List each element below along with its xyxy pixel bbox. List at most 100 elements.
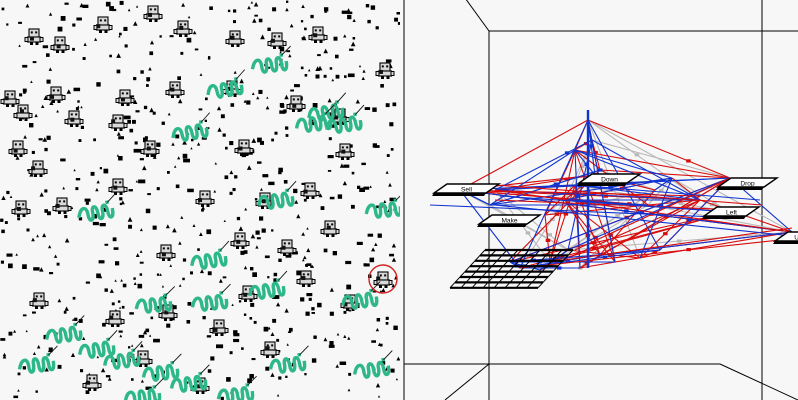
relation-graph-canvas[interactable]: Sell Make Down Drop Left Up bbox=[400, 0, 798, 400]
sprite-head bbox=[50, 86, 62, 96]
particle bbox=[48, 347, 53, 352]
glyph-body bbox=[268, 355, 307, 374]
agent-sprite[interactable] bbox=[209, 319, 229, 336]
agent-sprite[interactable] bbox=[195, 190, 215, 207]
particle bbox=[361, 76, 365, 80]
node-plane[interactable]: Drop bbox=[715, 177, 780, 190]
agent-sprite[interactable] bbox=[0, 90, 20, 107]
sprite-body bbox=[375, 279, 391, 286]
sprite-eye bbox=[119, 181, 122, 184]
sprite-arm bbox=[292, 248, 297, 253]
agent-sprite[interactable] bbox=[29, 292, 49, 309]
agent-sprite[interactable] bbox=[8, 140, 28, 157]
edge-marker bbox=[652, 250, 657, 254]
glyph-pointer bbox=[154, 377, 164, 388]
sprite-item bbox=[343, 302, 348, 307]
agent-sprite[interactable] bbox=[277, 239, 297, 256]
agent-sprite[interactable] bbox=[13, 104, 33, 121]
particle bbox=[273, 278, 277, 282]
particle bbox=[135, 253, 140, 257]
particle bbox=[143, 105, 148, 110]
particle bbox=[303, 255, 307, 260]
agent-sprite[interactable] bbox=[165, 81, 185, 98]
agent-sprite[interactable] bbox=[52, 197, 72, 214]
agent-sprite[interactable] bbox=[108, 114, 128, 131]
node-plane[interactable]: Down bbox=[576, 173, 643, 186]
agent-sprite[interactable] bbox=[260, 341, 280, 358]
sprite-leg bbox=[241, 246, 245, 249]
plane-shadow bbox=[432, 193, 486, 196]
particle bbox=[267, 27, 271, 31]
particle bbox=[260, 140, 264, 145]
sprite-eye bbox=[93, 377, 96, 380]
particle bbox=[271, 229, 274, 232]
agent-sprite[interactable] bbox=[105, 310, 125, 327]
relation-edge bbox=[599, 231, 793, 256]
sprite-arm bbox=[26, 209, 31, 214]
agent-sprite[interactable] bbox=[50, 36, 70, 53]
particle bbox=[263, 326, 269, 332]
sprite-item bbox=[198, 198, 203, 203]
node-plane[interactable]: Make bbox=[476, 214, 543, 227]
agent-map-canvas[interactable] bbox=[0, 0, 400, 400]
agent-sprite[interactable] bbox=[375, 62, 395, 79]
agent-sprite[interactable] bbox=[115, 89, 135, 106]
agent-map-2d-panel[interactable] bbox=[0, 0, 400, 400]
particle bbox=[328, 137, 332, 141]
particle bbox=[363, 263, 370, 267]
agent-sprite[interactable] bbox=[156, 244, 176, 261]
agent-sprite[interactable] bbox=[64, 110, 84, 127]
particle bbox=[349, 144, 353, 148]
agent-sprite[interactable] bbox=[82, 374, 102, 391]
sprite-leg bbox=[52, 100, 55, 103]
selection-highlight[interactable] bbox=[368, 264, 398, 294]
agent-sprite[interactable] bbox=[308, 26, 328, 43]
relation-edge bbox=[639, 177, 673, 259]
sprite-arm bbox=[308, 35, 313, 40]
sprite-arm bbox=[28, 113, 33, 118]
agent-sprite[interactable] bbox=[93, 16, 113, 33]
sprite-leg bbox=[336, 122, 339, 125]
agent-sprite[interactable] bbox=[234, 139, 254, 156]
sprite-leg bbox=[56, 50, 59, 53]
agent-sprite[interactable] bbox=[140, 140, 160, 157]
particle bbox=[348, 372, 352, 376]
agent-sprite[interactable] bbox=[11, 200, 31, 217]
agent-sprite[interactable] bbox=[296, 270, 316, 287]
particle bbox=[196, 127, 202, 130]
sprite-leg bbox=[244, 299, 247, 302]
particle bbox=[159, 35, 162, 38]
sprite-arm bbox=[52, 206, 57, 211]
particle bbox=[13, 329, 17, 333]
agent-sprite[interactable] bbox=[28, 160, 48, 177]
relation-graph-3d-panel[interactable]: Sell Make Down Drop Left Up bbox=[400, 0, 798, 400]
item-grid[interactable] bbox=[449, 248, 574, 289]
particle bbox=[301, 4, 305, 8]
agent-sprite[interactable] bbox=[230, 232, 250, 249]
sprite-item bbox=[111, 119, 116, 124]
particle bbox=[308, 297, 312, 301]
agent-sprite[interactable] bbox=[300, 182, 320, 199]
edge-marker bbox=[550, 217, 555, 221]
agent-sprite[interactable] bbox=[335, 143, 355, 160]
agent-sprite[interactable] bbox=[320, 220, 340, 237]
agent-sprite[interactable] bbox=[373, 271, 393, 288]
agent-sprite[interactable] bbox=[46, 86, 66, 103]
node-plane[interactable]: Up bbox=[772, 231, 798, 244]
agent-sprite[interactable] bbox=[286, 95, 306, 112]
node-plane[interactable]: Sell bbox=[431, 183, 502, 196]
particle bbox=[343, 164, 350, 168]
sprite-arm bbox=[158, 313, 163, 318]
sprite-eye bbox=[144, 353, 147, 356]
sprite-leg bbox=[201, 391, 205, 394]
particle bbox=[118, 330, 123, 333]
agent-sprite[interactable] bbox=[143, 5, 163, 22]
agent-sprite[interactable] bbox=[267, 32, 287, 49]
grid-col-line bbox=[537, 249, 574, 289]
agent-sprite[interactable] bbox=[225, 30, 245, 47]
node-plane[interactable]: Left bbox=[701, 206, 762, 219]
relation-edge bbox=[574, 149, 731, 179]
path-glyph bbox=[250, 45, 291, 74]
agent-sprite[interactable] bbox=[24, 28, 44, 45]
agent-sprite[interactable] bbox=[173, 20, 193, 37]
